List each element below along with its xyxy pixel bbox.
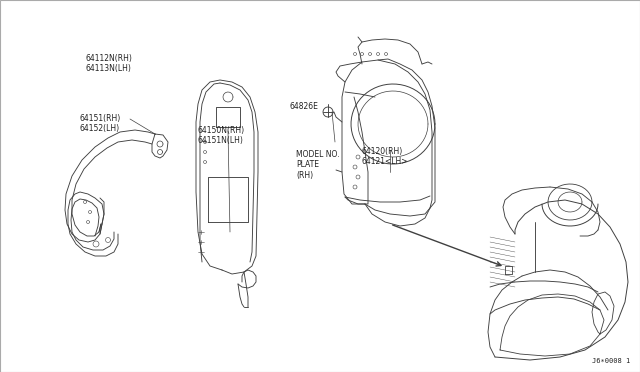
Text: 64826E: 64826E xyxy=(290,102,319,111)
Text: 64150N(RH)
64151N(LH): 64150N(RH) 64151N(LH) xyxy=(197,126,244,145)
Text: 64151(RH)
64152(LH): 64151(RH) 64152(LH) xyxy=(80,114,121,134)
Text: 64120(RH)
64121<LH>: 64120(RH) 64121<LH> xyxy=(362,147,408,166)
Text: J6∗0008 1: J6∗0008 1 xyxy=(592,358,630,364)
Text: MODEL NO.
PLATE
(RH): MODEL NO. PLATE (RH) xyxy=(296,150,339,180)
Text: 64112N(RH)
64113N(LH): 64112N(RH) 64113N(LH) xyxy=(86,54,133,73)
